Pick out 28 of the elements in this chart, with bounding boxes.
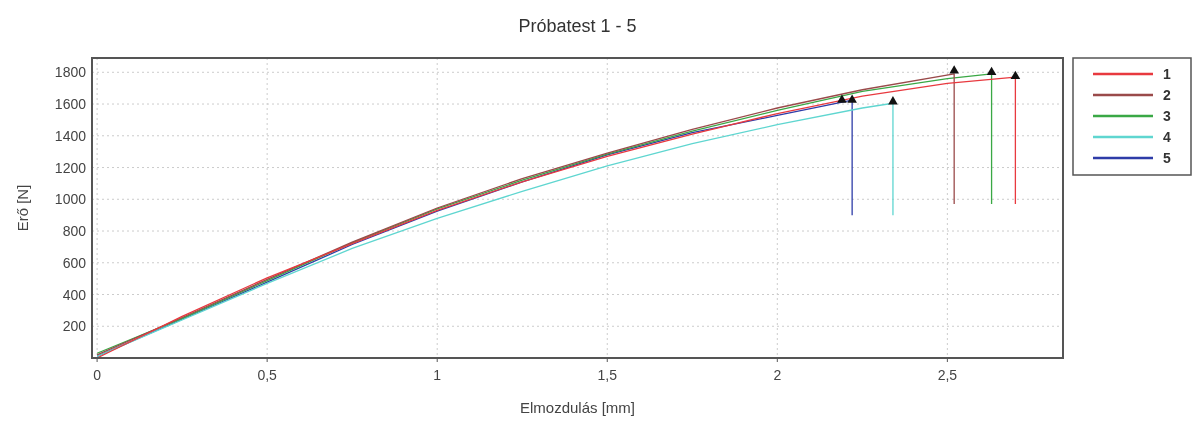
y-tick-label: 400 [62,286,87,303]
x-tick-label: 1,5 [597,367,618,383]
point [986,66,997,76]
y-tick-label: 1200 [54,159,87,176]
legend-label: 3 [1163,108,1171,124]
y-axis-title: Erő [N] [14,184,31,232]
legend-label: 1 [1163,66,1171,82]
y-tick-label: 1600 [54,96,87,113]
y-tick-label: 1800 [54,64,87,81]
y-tick-label: 800 [62,223,87,240]
y-tick-label: 200 [62,318,87,335]
point [837,94,847,103]
legend-label: 4 [1163,129,1171,145]
legend-label: 5 [1163,150,1171,166]
x-tick-label: 1 [433,367,442,383]
x-tick-label: 0 [93,367,102,383]
point [847,94,857,103]
y-tick-label: 1400 [54,127,87,144]
x-tick-label: 2,5 [937,367,958,383]
x-tick-label: 2 [773,367,782,383]
point [1010,70,1021,80]
point [949,65,959,74]
y-tick-label: 600 [62,254,87,271]
x-tick-label: 0,5 [257,367,278,383]
x-axis-title: Elmozdulás [mm] [519,399,636,416]
chart-title: Próbatest 1 - 5 [518,16,637,36]
legend-label: 2 [1163,87,1171,103]
y-tick-label: 1000 [54,191,87,208]
